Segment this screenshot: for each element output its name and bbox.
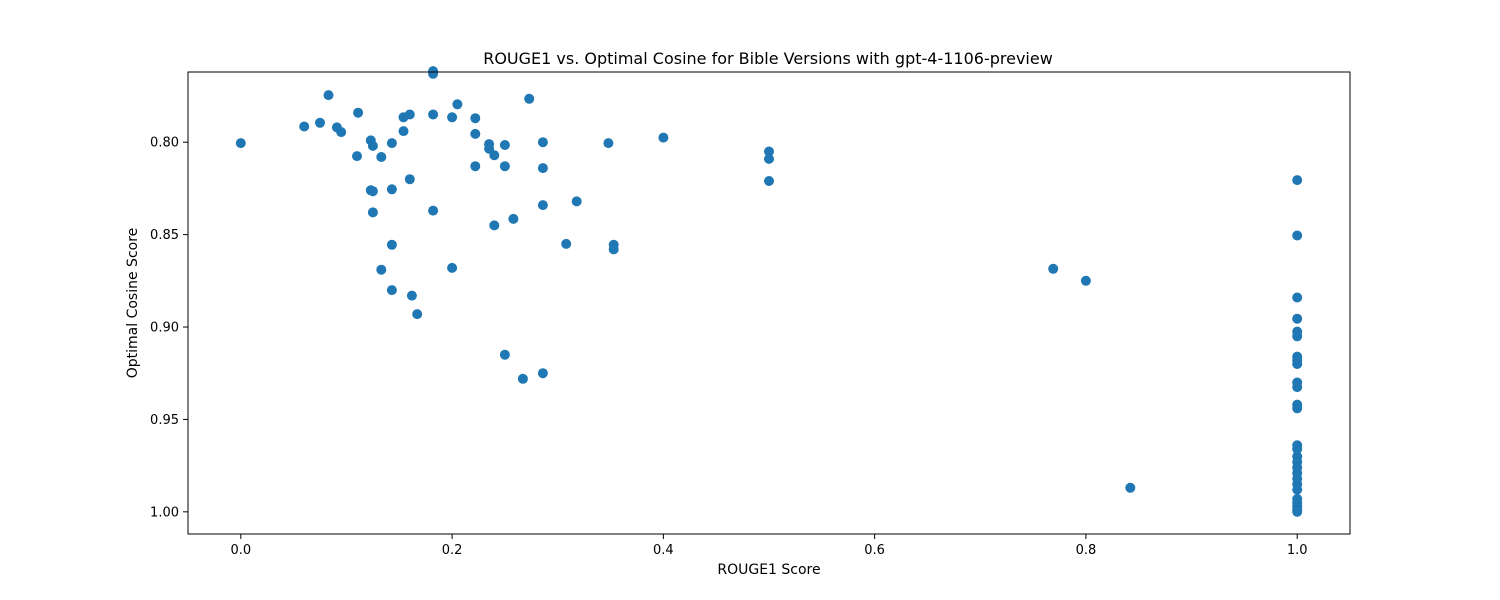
data-point-13 (367, 207, 378, 218)
data-point-28 (428, 205, 439, 216)
chart-title: ROUGE1 vs. Optimal Cosine for Bible Vers… (483, 49, 1053, 68)
data-point-12 (367, 186, 378, 197)
x-axis-label: ROUGE1 Score (717, 562, 820, 578)
data-point-24 (412, 309, 423, 320)
data-point-3 (323, 90, 334, 101)
data-point-71 (1292, 382, 1303, 393)
data-point-58 (1048, 263, 1059, 274)
data-point-73 (1292, 403, 1303, 414)
data-point-37 (489, 150, 500, 161)
data-point-15 (386, 138, 397, 149)
data-point-2 (315, 117, 325, 128)
y-axis-label: Optimal Cosine Score (125, 228, 141, 379)
x-axis: 0.0 0.2 0.4 0.6 0.8 1.0 (230, 534, 1308, 558)
data-point-43 (517, 373, 528, 384)
data-point-69 (1292, 359, 1303, 369)
data-point-41 (499, 349, 510, 360)
data-point-10 (376, 152, 387, 162)
data-point-53 (608, 244, 619, 255)
data-point-7 (352, 151, 362, 162)
data-point-51 (603, 138, 614, 149)
data-point-33 (470, 128, 481, 139)
data-point-60 (1125, 482, 1136, 493)
y-tick-label-0: 0.80 (150, 136, 179, 151)
x-tick-label-5: 1.0 (1287, 543, 1308, 558)
x-tick-label-2: 0.4 (653, 543, 674, 558)
x-tick-label-3: 0.6 (864, 543, 885, 558)
y-tick-label-2: 0.90 (150, 321, 179, 336)
data-point-45 (537, 137, 548, 148)
y-tick-label-3: 0.95 (150, 413, 179, 428)
data-point-16 (386, 184, 397, 195)
data-point-39 (499, 140, 510, 150)
data-point-0 (235, 138, 246, 149)
data-point-40 (499, 161, 510, 172)
data-point-63 (1292, 292, 1303, 303)
data-point-49 (561, 238, 572, 249)
data-point-34 (470, 161, 481, 172)
data-point-21 (404, 109, 415, 120)
data-point-64 (1292, 313, 1303, 324)
data-point-26 (428, 68, 439, 79)
data-point-22 (404, 174, 415, 185)
data-point-20 (398, 126, 409, 137)
data-point-46 (537, 163, 548, 174)
data-point-54 (658, 132, 669, 143)
x-tick-label-0: 0.0 (230, 543, 251, 558)
data-point-75 (1292, 444, 1303, 454)
data-point-61 (1292, 175, 1303, 186)
plot-frame (187, 71, 1351, 535)
data-point-31 (452, 99, 463, 110)
data-point-59 (1080, 275, 1091, 286)
x-tick-label-4: 0.8 (1076, 543, 1097, 558)
data-point-66 (1292, 331, 1303, 342)
data-point-50 (571, 196, 582, 207)
data-point-38 (489, 220, 500, 231)
data-point-14 (376, 264, 387, 275)
data-point-47 (537, 200, 548, 211)
y-tick-label-4: 1.00 (150, 505, 179, 520)
y-tick-label-1: 0.85 (150, 228, 179, 243)
data-point-6 (353, 107, 364, 118)
data-point-32 (470, 113, 481, 124)
data-point-17 (386, 239, 397, 250)
y-axis: 0.80 0.85 0.90 0.95 1.00 (150, 136, 188, 520)
data-point-87 (1292, 506, 1303, 517)
x-tick-label-1: 0.2 (442, 543, 463, 558)
data-point-42 (508, 213, 519, 224)
data-point-48 (537, 368, 548, 379)
data-point-44 (524, 93, 535, 104)
data-point-55 (764, 146, 774, 157)
data-point-23 (406, 290, 417, 301)
data-point-5 (336, 127, 347, 138)
data-point-29 (447, 112, 458, 123)
data-point-27 (428, 109, 439, 120)
data-point-57 (764, 176, 774, 186)
data-point-30 (447, 262, 458, 273)
data-points (235, 66, 1303, 517)
data-point-82 (1292, 484, 1303, 495)
data-point-9 (367, 140, 378, 151)
data-point-18 (386, 285, 397, 296)
data-point-56 (764, 153, 774, 164)
data-point-62 (1292, 230, 1303, 241)
data-point-1 (299, 121, 310, 132)
